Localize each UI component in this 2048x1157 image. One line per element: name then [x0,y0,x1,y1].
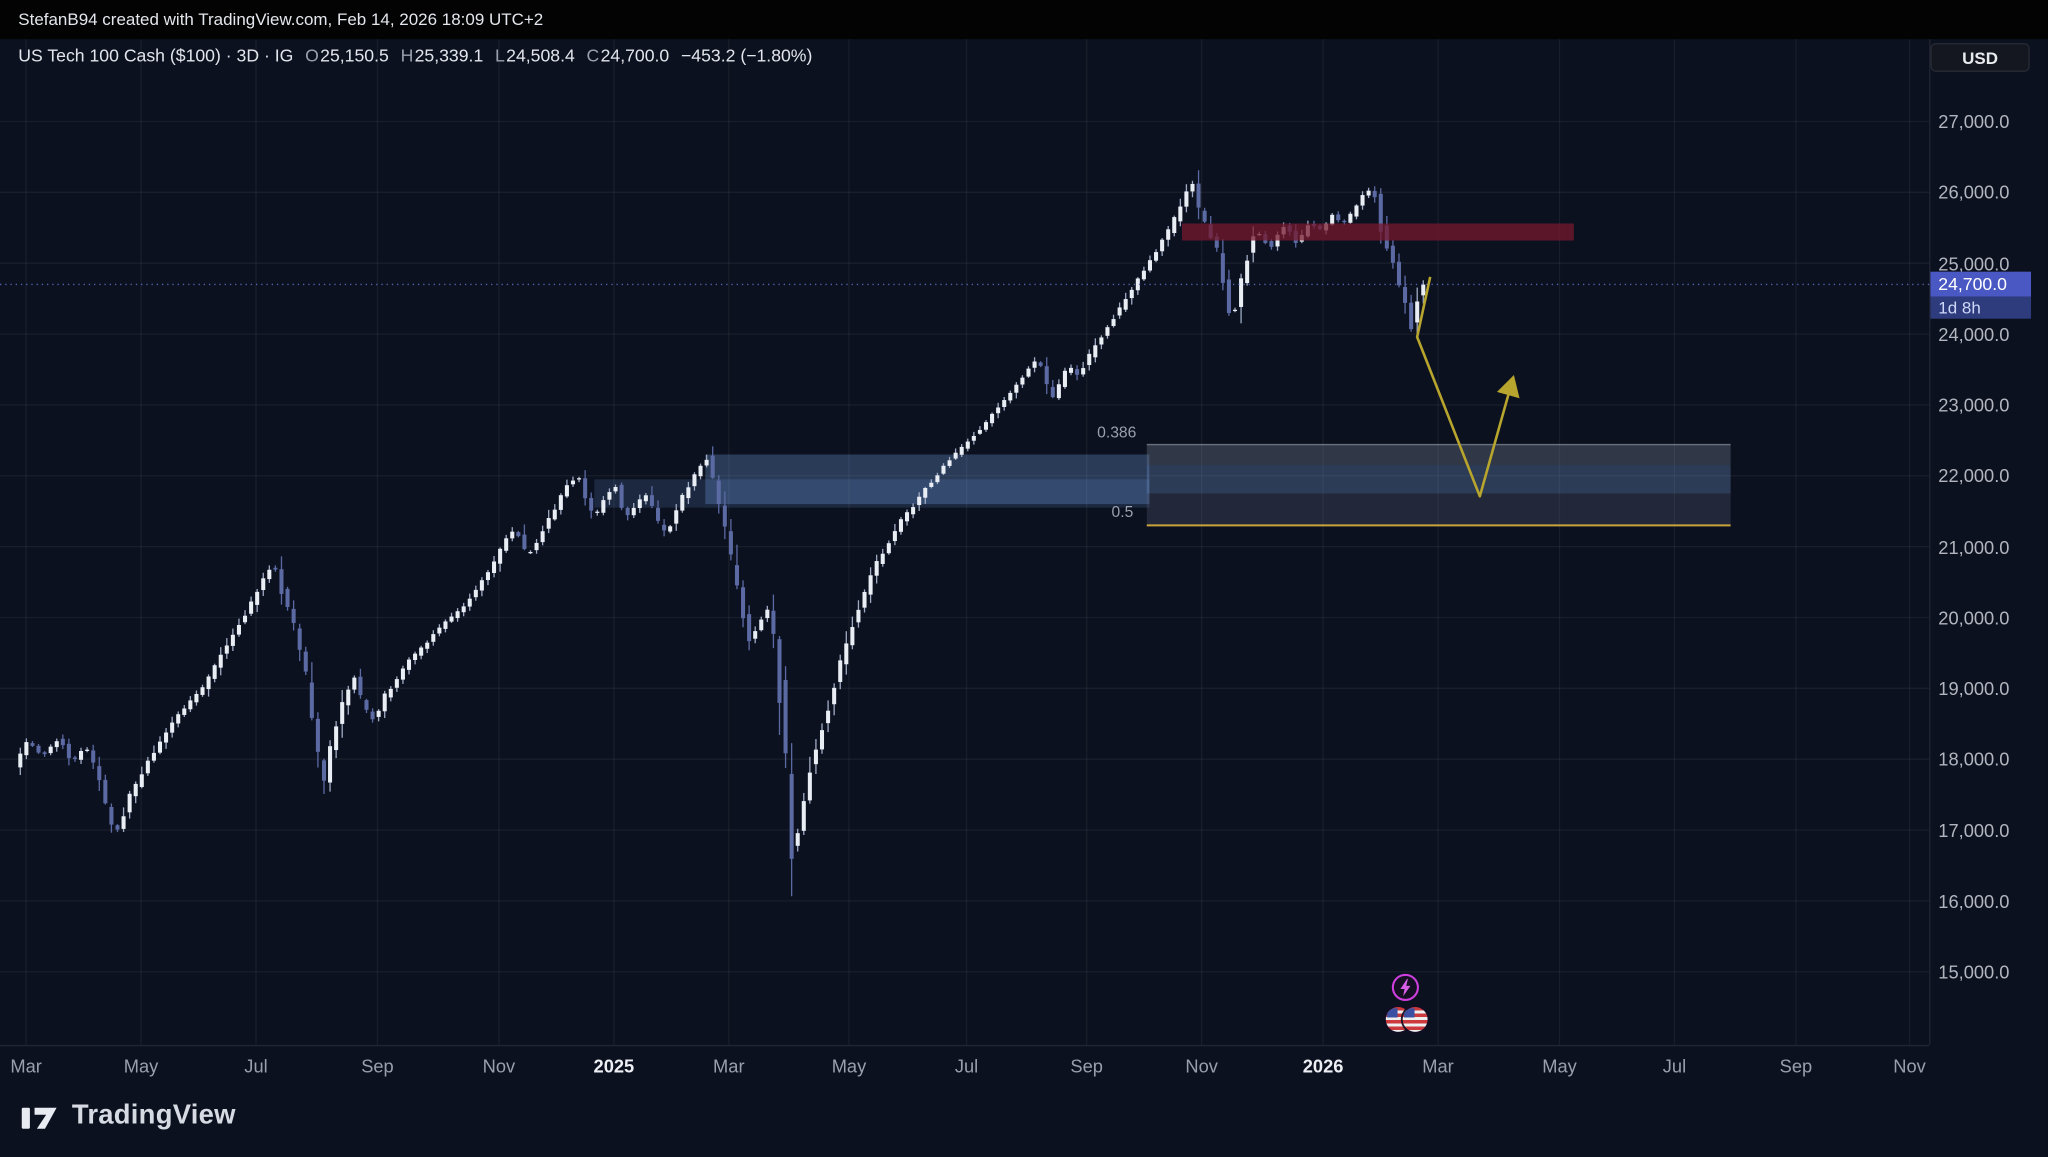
us-flag-icon [1402,1007,1428,1032]
price-tick-label: 19,000.0 [1938,677,2010,699]
time-tick-month-label: Sep [1779,1055,1813,1077]
price-axis[interactable]: 27,000.0 26,000.0 25,000.0 24,000.0 23,000.0… [1929,39,2048,1045]
price-tick-label: 21,000.0 [1938,536,2010,558]
ohlc-high: H25,339.1 [400,45,484,66]
time-tick-month-label: Mar [1422,1055,1454,1077]
price-tick-label: 27,000.0 [1938,111,2010,132]
time-tick-month-label: Mar [10,1055,42,1077]
tradingview-logo[interactable]: TradingView [18,1097,236,1132]
attribution-bar: StefanB94 created with TradingView.com, … [0,0,2048,40]
lightning-event-icon[interactable] [1391,973,1420,1002]
last-price-value: 24,700.0 [1930,272,2032,297]
change-value: −453.2 (−1.80%) [680,45,813,66]
price-tick-label: 24,000.0 [1938,323,2010,345]
time-tick-month-label: Jul [244,1055,268,1077]
time-tick-month-label: Nov [1185,1055,1218,1077]
time-tick-month-label: May [1542,1055,1577,1077]
currency-toggle-button[interactable]: USD [1930,43,2030,72]
price-tick-label: 23,000.0 [1938,394,2010,416]
price-tick-label: 22,000.0 [1938,465,2010,487]
time-tick-year-label: 2025 [593,1055,635,1077]
price-tick-label: 17,000.0 [1938,819,2010,841]
time-tick-month-label: Nov [482,1055,516,1077]
ohlc-low: L24,508.4 [495,45,575,66]
lightning-bolt-icon [1391,973,1419,1002]
time-tick-month-label: Nov [1893,1055,1926,1077]
tradingview-logo-mark [21,1107,57,1129]
time-tick-month-label: May [123,1055,159,1077]
attribution-text: StefanB94 created with TradingView.com, … [18,9,544,29]
fib-level-05-label[interactable]: 0.5 [1111,502,1134,522]
time-tick-month-label: Mar [713,1055,745,1077]
symbol-title[interactable]: US Tech 100 Cash ($100) · 3D · IG [18,45,294,66]
economic-events-flags-icon[interactable] [1385,1007,1428,1032]
price-tick-label: 25,000.0 [1938,252,2010,274]
ohlc-open: O25,150.5 [305,45,389,66]
tradingview-logo-text: TradingView [71,1099,236,1130]
time-tick-month-label: Sep [361,1055,394,1077]
price-tick-label: 18,000.0 [1938,748,2010,770]
price-tick-label: 16,000.0 [1938,890,2010,912]
time-axis[interactable]: Mar May Jul Sep Nov 2025 Mar May Jul Sep Nov 2026 Ma… [0,1044,1930,1087]
current-price-label: 24,700.0 1d 8h [1930,272,2032,320]
time-tick-month-label: Sep [1070,1055,1103,1077]
time-tick-month-label: May [831,1055,867,1077]
fib-level-0386-label[interactable]: 0.386 [1097,423,1137,442]
ohlc-close: C24,700.0 [586,45,670,66]
symbol-legend: US Tech 100 Cash ($100) · 3D · IG O25,15… [18,46,812,66]
bar-close-countdown: 1d 8h [1930,296,2032,320]
time-tick-month-label: Jul [1662,1055,1687,1077]
time-tick-year-label: 2026 [1302,1055,1344,1077]
price-tick-label: 15,000.0 [1938,961,2010,983]
price-tick-label: 20,000.0 [1938,607,2010,628]
time-tick-month-label: Jul [954,1055,979,1077]
price-tick-label: 26,000.0 [1938,181,2010,203]
